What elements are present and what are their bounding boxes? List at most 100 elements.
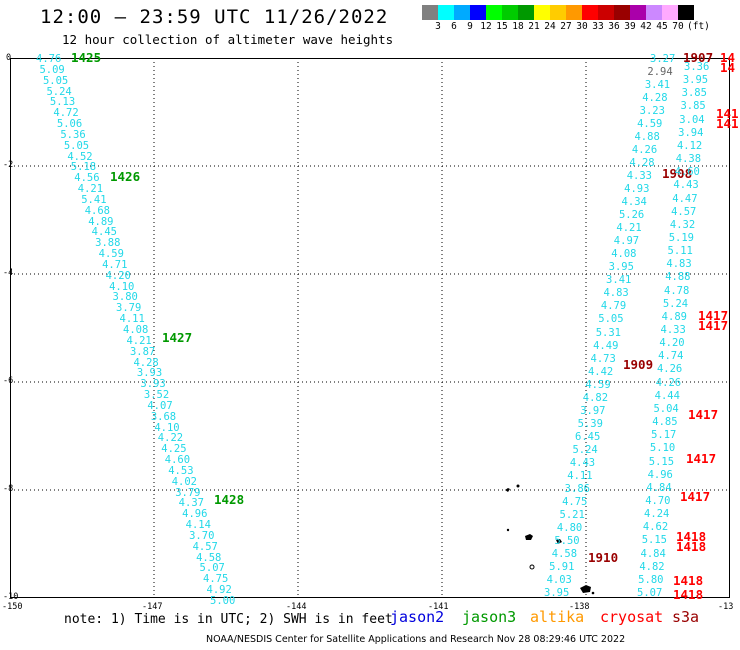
color-scale-swatch xyxy=(438,5,454,20)
wave-height-point: 5.15 xyxy=(648,455,675,468)
wave-height-point: 3.93 xyxy=(136,367,163,380)
wave-height-point: 4.14 xyxy=(185,519,211,532)
island xyxy=(556,539,562,544)
wave-height-point: 5.07 xyxy=(637,587,663,599)
color-scale-swatch xyxy=(550,5,566,20)
wave-height-point: 6.45 xyxy=(575,430,601,443)
wave-height-point: 4.37 xyxy=(178,497,204,510)
wave-height-point: 5.91 xyxy=(549,560,575,573)
color-scale-swatch xyxy=(534,5,550,20)
wave-height-point: 5.31 xyxy=(595,326,621,339)
wave-height-point: 4.84 xyxy=(646,481,672,494)
track-time-label: 141 xyxy=(716,116,739,131)
wave-height-point: 4.12 xyxy=(676,139,703,152)
wave-height-point: 4.89 xyxy=(661,310,687,323)
wave-height-point: 3.70 xyxy=(189,529,215,542)
wave-height-point: 5.05 xyxy=(42,74,69,87)
y-axis-tick-label: -10 xyxy=(3,592,19,602)
wave-height-point: 4.74 xyxy=(658,350,684,363)
color-scale-swatch xyxy=(678,5,694,20)
wave-height-point: 4.26 xyxy=(631,144,658,157)
wave-height-point: 3.27 xyxy=(650,53,676,65)
wave-height-point: 3.93 xyxy=(140,378,166,391)
wave-height-point: 4.70 xyxy=(645,494,671,507)
wave-height-point: 5.21 xyxy=(559,508,585,521)
wave-height-point: 4.53 xyxy=(168,464,194,477)
track-time-label: 1908 xyxy=(662,166,693,181)
wave-height-point: 4.11 xyxy=(567,469,593,482)
wave-height-point: 3.95 xyxy=(544,587,570,599)
color-scale-swatch xyxy=(486,5,502,20)
color-scale-swatch xyxy=(454,5,470,20)
wave-height-point: 4.82 xyxy=(582,391,609,404)
wave-height-point: 4.26 xyxy=(656,363,683,376)
wave-height-point: 4.60 xyxy=(674,166,700,179)
wave-height-point: 4.62 xyxy=(642,521,669,534)
wave-height-point: 3.80 xyxy=(112,291,138,304)
track-time-label: 1427 xyxy=(162,330,193,345)
wave-height-point: 5.11 xyxy=(667,245,693,258)
color-scale-label: 70 xyxy=(672,21,684,32)
wave-height-point: 4.78 xyxy=(664,284,690,297)
wave-height-point: 4.57 xyxy=(671,205,697,218)
x-axis-tick-label: -150 xyxy=(2,602,23,612)
wave-height-point: 4.59 xyxy=(637,118,663,131)
wave-height-point: 4.20 xyxy=(659,337,685,350)
wave-height-point: 3.85 xyxy=(681,87,707,100)
track-time-label: 1418 xyxy=(673,587,704,602)
track-time-label: 1426 xyxy=(110,169,141,184)
wave-height-point: 3.36 xyxy=(684,61,710,73)
wave-height-point: 4.88 xyxy=(634,131,660,144)
color-scale-swatch xyxy=(518,5,534,20)
wave-height-point: 4.59 xyxy=(98,248,124,261)
wave-height-point: 5.00 xyxy=(210,595,236,607)
wave-height-point: 5.50 xyxy=(554,534,580,547)
wave-height-point: 4.47 xyxy=(672,192,698,205)
wave-height-point: 4.33 xyxy=(626,170,653,183)
track-time-label: 1428 xyxy=(214,492,245,507)
track-time-label: 1418 xyxy=(676,529,707,544)
island xyxy=(580,585,591,593)
wave-height-point: 3.86 xyxy=(564,482,590,495)
wave-height-point: 4.88 xyxy=(665,271,691,284)
satellite-legend-item: altika xyxy=(530,608,585,626)
wave-height-point: 4.45 xyxy=(91,226,117,239)
wave-height-point: 5.39 xyxy=(577,417,603,430)
wave-height-point: 4.83 xyxy=(603,287,629,300)
color-scale-label: 15 xyxy=(496,21,508,32)
wave-height-point: 5.15 xyxy=(641,534,667,547)
track-time-label: 1910 xyxy=(588,550,619,565)
wave-height-point: 4.20 xyxy=(105,269,131,282)
color-scale-label: 33 xyxy=(592,21,604,32)
wave-height-point: 4.85 xyxy=(652,416,678,429)
wave-height-point: 4.03 xyxy=(546,573,572,586)
wave-height-point: 3.04 xyxy=(679,113,705,126)
satellite-legend-item: jason2 xyxy=(390,608,445,626)
wave-height-point: 4.10 xyxy=(154,421,180,434)
wave-height-point: 5.10 xyxy=(649,442,676,455)
island xyxy=(505,488,510,492)
y-axis-tick-label: 0 xyxy=(6,53,12,63)
wave-height-point: 4.43 xyxy=(569,456,596,469)
wave-height-point: 4.56 xyxy=(74,172,100,185)
wave-height-point: 4.80 xyxy=(556,521,583,534)
color-scale-swatch xyxy=(630,5,646,20)
island xyxy=(506,528,510,532)
wave-height-point: 4.73 xyxy=(590,352,616,365)
wave-height-point: 4.28 xyxy=(642,92,668,105)
color-scale-label: 12 xyxy=(480,21,492,32)
wave-height-point: 5.05 xyxy=(598,313,624,326)
wave-height-point: 4.26 xyxy=(655,376,682,389)
color-scale-label: 24 xyxy=(544,21,556,32)
wave-height-point: 4.83 xyxy=(666,258,692,271)
color-scale-swatch xyxy=(662,5,678,20)
wave-height-point: 4.42 xyxy=(587,365,614,378)
wave-height-point: 4.49 xyxy=(593,339,619,352)
wave-height-point: 5.17 xyxy=(651,429,677,442)
color-scale-swatch xyxy=(598,5,614,20)
color-scale-label: 9 xyxy=(467,21,473,32)
track-time-label: 1417 xyxy=(698,318,729,333)
track-time-label: 1907 xyxy=(683,50,714,65)
wave-height-point: 4.75 xyxy=(562,495,588,508)
